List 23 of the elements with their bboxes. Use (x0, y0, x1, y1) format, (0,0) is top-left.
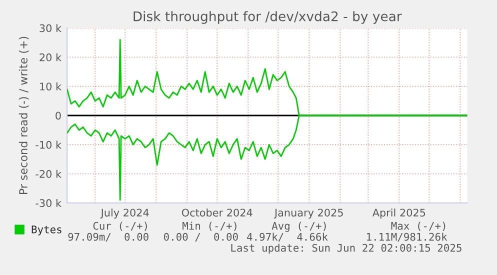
text: Avg (-/+) (272, 222, 326, 232)
text: Max (-/+) (391, 222, 446, 231)
y-tick-label: 10 k (40, 82, 62, 90)
y-tick-label: -10 k (36, 140, 62, 149)
y-tick-label: -20 k (36, 170, 62, 178)
x-tick-label: January 2025 (274, 208, 343, 219)
y-tick-label: 20 k (40, 53, 62, 62)
text: Min (-/+) (182, 222, 236, 231)
text: Cur (-/+) (93, 222, 147, 231)
chart-title: Disk throughput for /dev/xvda2 - by year (134, 11, 402, 24)
text: 1.11M/981.26k (367, 232, 448, 242)
y-tick-label: 30 k (40, 24, 62, 32)
x-tick-label: October 2024 (182, 208, 252, 217)
text: 97.09m/ 0.00 (68, 232, 148, 242)
text: Last update: Sun Jun 22 02:00:15 2025 (231, 244, 462, 254)
y-tick-label: 0 (56, 112, 61, 120)
legend-label: Bytes (32, 226, 62, 236)
y-axis-title: Pr second read (-) / write (+) (18, 36, 29, 194)
x-tick-label: April 2025 (372, 208, 426, 219)
y-tick-label: -30 k (36, 198, 62, 208)
x-tick-label: July 2024 (100, 208, 149, 219)
text: 4.97k/ 4.66k (247, 232, 328, 242)
text: 0.00 / 0.00 (164, 232, 238, 242)
